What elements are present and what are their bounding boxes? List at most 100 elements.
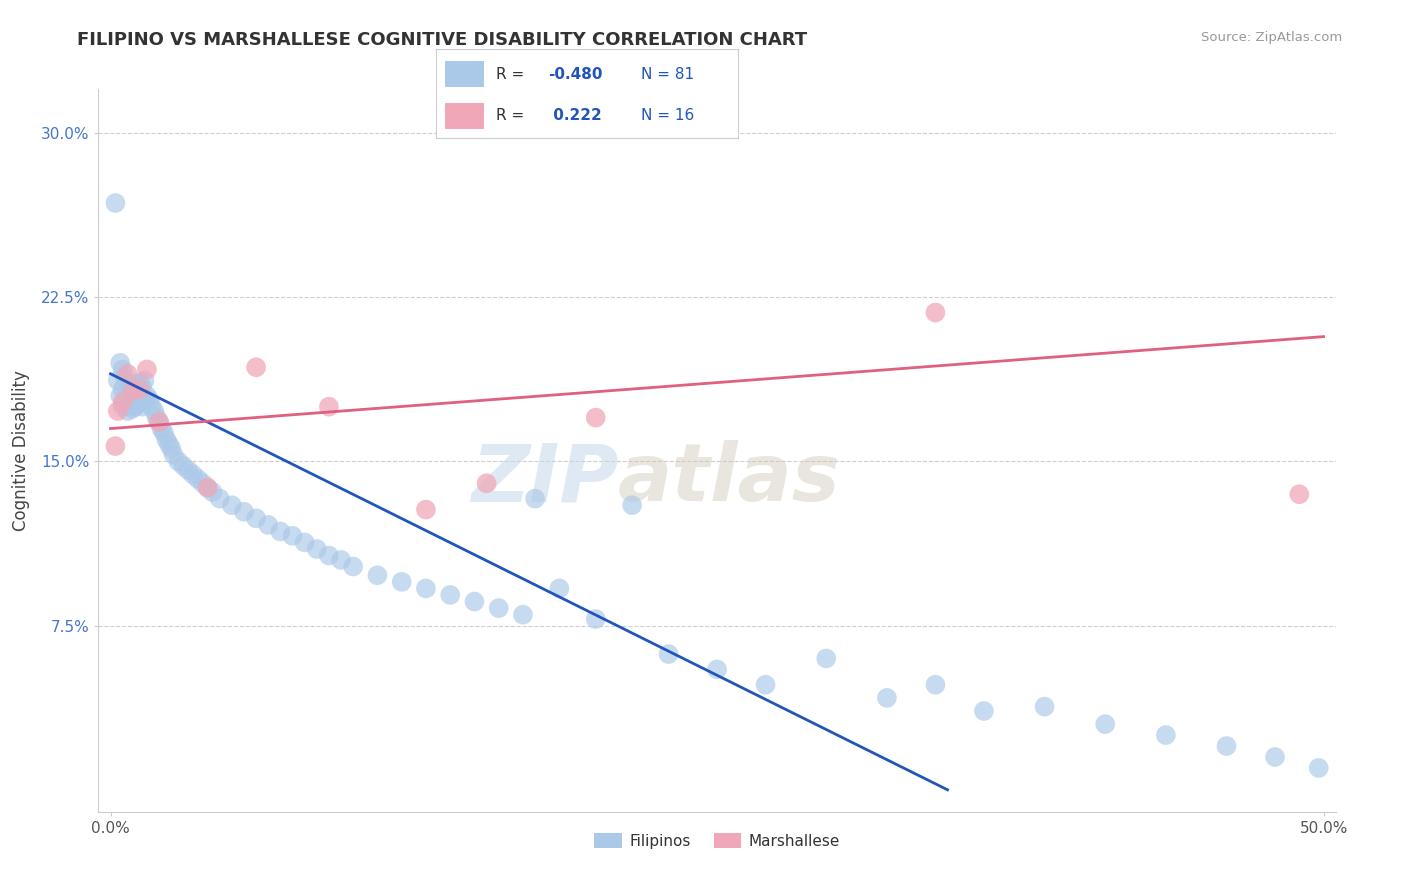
Point <box>117 404 139 418</box>
Point <box>1215 739 1237 753</box>
Point <box>1308 761 1330 775</box>
Point <box>110 356 132 370</box>
Point <box>162 448 184 462</box>
Point <box>181 467 204 482</box>
Point <box>136 362 159 376</box>
Point <box>318 400 340 414</box>
Bar <box>444 61 484 87</box>
Text: Source: ZipAtlas.com: Source: ZipAtlas.com <box>1202 31 1343 45</box>
Point <box>257 517 280 532</box>
Point <box>475 476 498 491</box>
Point <box>585 612 607 626</box>
Point <box>124 400 146 414</box>
Point <box>512 607 534 622</box>
Point <box>172 458 194 473</box>
Point <box>706 662 728 676</box>
Point <box>138 393 160 408</box>
Point <box>876 690 898 705</box>
Point <box>107 404 129 418</box>
Text: R =: R = <box>496 67 524 81</box>
Point <box>104 439 127 453</box>
Point <box>131 400 153 414</box>
Point <box>145 410 167 425</box>
Point <box>294 535 316 549</box>
Point <box>134 391 156 405</box>
Point <box>657 647 679 661</box>
Point <box>141 400 163 414</box>
Point <box>245 360 267 375</box>
Point <box>924 678 946 692</box>
Point <box>973 704 995 718</box>
Point <box>148 415 170 429</box>
Point <box>1154 728 1177 742</box>
Point <box>121 401 143 416</box>
Point <box>127 377 149 392</box>
Point <box>117 367 139 381</box>
Point <box>150 421 173 435</box>
Point <box>114 371 136 385</box>
Point <box>121 382 143 396</box>
Point <box>391 574 413 589</box>
Point <box>1094 717 1116 731</box>
Text: atlas: atlas <box>619 441 841 518</box>
Point <box>118 397 141 411</box>
Point <box>111 395 134 409</box>
Text: N = 16: N = 16 <box>641 108 695 122</box>
Point <box>621 498 644 512</box>
Point <box>815 651 838 665</box>
Point <box>191 476 214 491</box>
Point <box>1264 750 1286 764</box>
Point <box>107 373 129 387</box>
Point <box>128 393 150 408</box>
Point <box>155 433 177 447</box>
Point <box>124 380 146 394</box>
Point <box>134 373 156 387</box>
Point <box>201 485 224 500</box>
Point <box>118 377 141 392</box>
Point <box>167 454 190 468</box>
Point <box>153 425 176 440</box>
Point <box>104 196 127 211</box>
Point <box>330 553 353 567</box>
Point <box>439 588 461 602</box>
Point <box>924 305 946 319</box>
Point <box>157 437 180 451</box>
Point <box>415 502 437 516</box>
Point <box>548 582 571 596</box>
Text: -0.480: -0.480 <box>548 67 602 81</box>
Point <box>111 382 134 396</box>
Point <box>160 442 183 456</box>
Point <box>111 362 134 376</box>
Point <box>128 376 150 390</box>
Point <box>177 463 200 477</box>
Bar <box>444 103 484 129</box>
Point <box>131 380 153 394</box>
Point <box>148 415 170 429</box>
Point <box>114 393 136 408</box>
Text: R =: R = <box>496 108 524 122</box>
Point <box>208 491 231 506</box>
Point <box>524 491 547 506</box>
Y-axis label: Cognitive Disability: Cognitive Disability <box>11 370 30 531</box>
Point <box>136 389 159 403</box>
Point <box>127 397 149 411</box>
Text: 0.222: 0.222 <box>548 108 602 122</box>
Text: ZIP: ZIP <box>471 441 619 518</box>
Point <box>110 389 132 403</box>
Point <box>117 384 139 399</box>
Point <box>463 594 485 608</box>
Point <box>755 678 778 692</box>
Point <box>1288 487 1310 501</box>
Point <box>233 505 256 519</box>
Point <box>415 582 437 596</box>
Point <box>121 384 143 399</box>
Point <box>221 498 243 512</box>
Point <box>197 481 219 495</box>
Point <box>342 559 364 574</box>
Point <box>187 472 209 486</box>
Point <box>305 541 328 556</box>
Point <box>111 400 134 414</box>
Point <box>366 568 388 582</box>
Point <box>143 404 166 418</box>
Point <box>585 410 607 425</box>
